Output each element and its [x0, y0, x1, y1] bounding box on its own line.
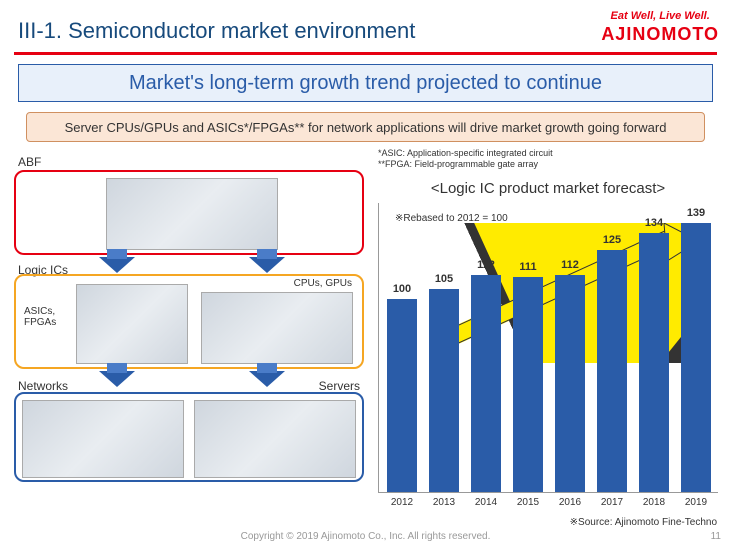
arrow-down-icon: [249, 257, 285, 273]
forecast-chart: <Logic IC product market forecast> ※Reba…: [378, 180, 718, 510]
flow-diagram: ABF Logic ICs ASICs, FPGAs CPUs, GPUs Ne…: [14, 165, 364, 495]
subheadline-box: Server CPUs/GPUs and ASICs*/FPGAs** for …: [26, 112, 705, 142]
chart-bar: 139: [681, 223, 711, 492]
abf-image: [106, 178, 278, 250]
cpus-image: [201, 292, 353, 364]
chart-bar: 134: [639, 233, 669, 492]
logic-group: ASICs, FPGAs CPUs, GPUs: [14, 274, 364, 369]
x-axis-label: 2019: [676, 497, 716, 508]
chart-title: <Logic IC product market forecast>: [378, 180, 718, 197]
bar-value-label: 100: [387, 283, 417, 295]
chart-note: ※Rebased to 2012 = 100: [395, 213, 508, 224]
chart-bar: 125: [597, 250, 627, 492]
asics-image: [76, 284, 188, 364]
x-axis-label: 2014: [466, 497, 506, 508]
x-axis-label: 2015: [508, 497, 548, 508]
arrow-down-icon: [99, 371, 135, 387]
headline-text: Market's long-term growth trend projecte…: [129, 72, 602, 95]
divider: [14, 52, 717, 55]
bar-value-label: 112: [555, 259, 585, 271]
page-title: III-1. Semiconductor market environment: [18, 18, 415, 44]
footnote-asic: *ASIC: Application-specific integrated c…: [378, 148, 553, 158]
bar-value-label: 105: [429, 273, 459, 285]
footnote-fpga: **FPGA: Field-programmable gate array: [378, 159, 538, 169]
abf-label: ABF: [18, 155, 41, 169]
bar-value-label: 125: [597, 234, 627, 246]
chart-bar: 112: [471, 275, 501, 492]
bottom-group: [14, 392, 364, 482]
servers-image: [194, 400, 356, 478]
brand-logo: Eat Well, Live Well. AJINOMOTO: [601, 10, 719, 45]
subheadline-text: Server CPUs/GPUs and ASICs*/FPGAs** for …: [65, 120, 667, 135]
page-number: 11: [711, 531, 721, 542]
chart-bar: 105: [429, 289, 459, 492]
headline-box: Market's long-term growth trend projecte…: [18, 64, 713, 102]
x-axis-label: 2017: [592, 497, 632, 508]
bar-value-label: 112: [471, 259, 501, 271]
chart-source: ※Source: Ajinomoto Fine-Techno: [570, 517, 717, 528]
chart-bar: 100: [387, 299, 417, 492]
servers-label: Servers: [319, 379, 360, 393]
networks-image: [22, 400, 184, 478]
cpus-label: CPUs, GPUs: [294, 278, 352, 289]
copyright: Copyright © 2019 Ajinomoto Co., Inc. All…: [0, 531, 731, 542]
chart-bar: 111: [513, 277, 543, 492]
chart-area: ※Rebased to 2012 = 100 10020121052013112…: [378, 203, 718, 493]
x-axis-label: 2012: [382, 497, 422, 508]
x-axis-label: 2018: [634, 497, 674, 508]
bar-value-label: 139: [681, 207, 711, 219]
chart-bar: 112: [555, 275, 585, 492]
abf-group: [14, 170, 364, 255]
arrow-down-icon: [249, 371, 285, 387]
x-axis-label: 2013: [424, 497, 464, 508]
bar-value-label: 134: [639, 217, 669, 229]
arrow-down-icon: [99, 257, 135, 273]
bar-value-label: 111: [513, 261, 543, 273]
networks-label: Networks: [18, 379, 68, 393]
x-axis-label: 2016: [550, 497, 590, 508]
brand-logo-text: AJINOMOTO: [601, 24, 719, 45]
brand-tagline: Eat Well, Live Well.: [601, 10, 719, 22]
asics-label: ASICs, FPGAs: [24, 306, 56, 328]
